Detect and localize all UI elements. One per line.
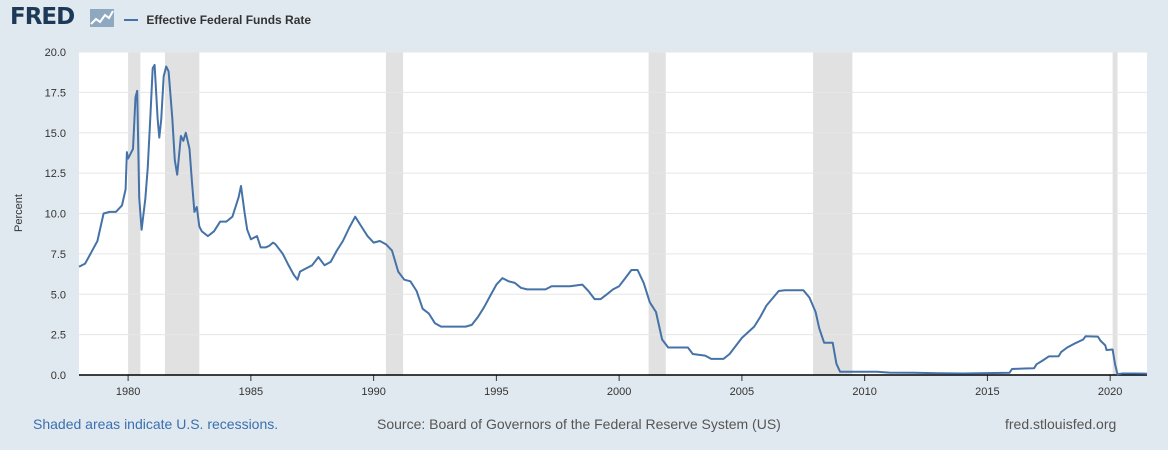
x-tick-label: 2010 bbox=[852, 386, 876, 398]
y-tick-label: 5.0 bbox=[51, 289, 66, 301]
x-tick-label: 1995 bbox=[484, 386, 508, 398]
y-tick-label: 10.0 bbox=[45, 209, 66, 221]
y-tick-label: 0.0 bbox=[51, 370, 66, 382]
chart-header: FRED Effective Federal Funds Rate bbox=[0, 0, 1168, 40]
legend-label: Effective Federal Funds Rate bbox=[146, 12, 312, 27]
y-axis-label: Percent bbox=[13, 194, 25, 232]
chart-footer: Shaded areas indicate U.S. recessions. S… bbox=[0, 416, 1168, 436]
source-note: Source: Board of Governors of the Federa… bbox=[377, 416, 781, 432]
x-tick-label: 2015 bbox=[975, 386, 999, 398]
y-tick-label: 20.0 bbox=[45, 47, 66, 59]
grid-lines bbox=[79, 51, 1147, 336]
series-line-effective-federal-funds-rate[interactable] bbox=[78, 63, 1148, 376]
legend-swatch bbox=[124, 18, 138, 21]
y-axis-ticks: 0.0 2.5 5.0 7.5 10.0 12.5 15.0 17.5 20.0 bbox=[45, 47, 66, 382]
y-tick-label: 2.5 bbox=[51, 330, 66, 342]
x-axis-ticks: 1980 1985 1990 1995 2000 2005 2010 2015 2020 bbox=[116, 375, 1122, 398]
x-tick-label: 1990 bbox=[361, 386, 385, 398]
x-tick-label: 1985 bbox=[239, 386, 263, 398]
line-graph-icon bbox=[90, 9, 114, 27]
x-tick-label: 2000 bbox=[607, 386, 631, 398]
x-tick-label: 2020 bbox=[1098, 386, 1122, 398]
y-tick-label: 15.0 bbox=[45, 128, 66, 140]
x-tick-label: 1980 bbox=[116, 386, 140, 398]
recession-note-link[interactable]: Shaded areas indicate U.S. recessions. bbox=[33, 416, 279, 432]
y-tick-label: 17.5 bbox=[45, 87, 66, 99]
line-chart: 0.02.55.07.510.012.515.017.520.0 1980 198… bbox=[13, 47, 1148, 398]
fred-logo[interactable]: FRED bbox=[10, 4, 75, 30]
y-tick-label: 12.5 bbox=[45, 168, 66, 180]
x-tick-label: 2005 bbox=[730, 386, 754, 398]
chart-legend: Effective Federal Funds Rate bbox=[124, 12, 311, 27]
fred-url[interactable]: fred.stlouisfed.org bbox=[1005, 416, 1117, 432]
y-tick-label: 7.5 bbox=[51, 249, 66, 261]
